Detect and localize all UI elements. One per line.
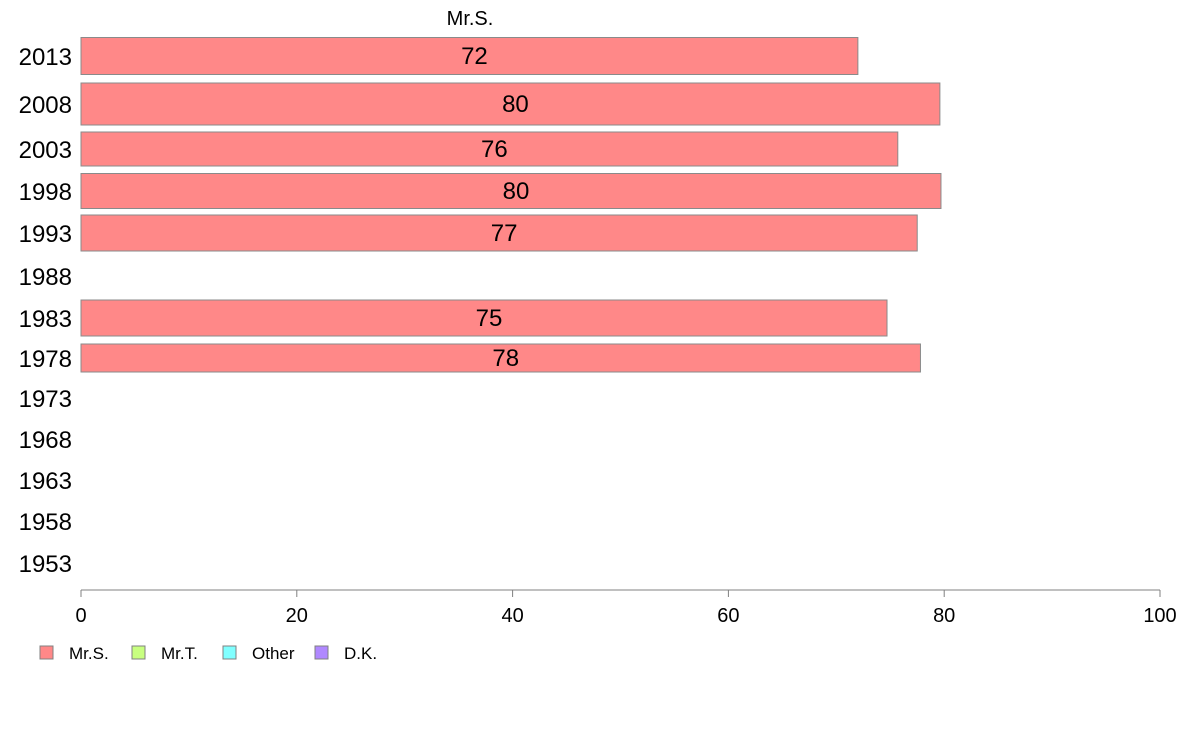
legend-label: Mr.T. — [161, 644, 198, 663]
x-tick-label: 0 — [75, 605, 86, 627]
year-label-1988: 1988 — [19, 264, 72, 291]
data-label-1978: 78 — [492, 345, 519, 372]
year-label-1958: 1958 — [19, 509, 72, 536]
bar-1993 — [80, 214, 918, 252]
x-tick-label: 40 — [501, 605, 523, 627]
legend-label: Mr.S. — [69, 644, 109, 663]
series-title: Mr.S. — [447, 8, 494, 30]
year-label-2008: 2008 — [19, 92, 72, 119]
x-axis: 0 20 40 60 80 100 — [75, 589, 1177, 627]
year-label-1953: 1953 — [19, 551, 72, 578]
data-label-1983: 75 — [476, 305, 503, 332]
data-label-2008: 80 — [502, 91, 529, 118]
year-label-1978: 1978 — [19, 346, 72, 373]
x-tick-label: 100 — [1143, 605, 1176, 627]
legend-label: Other — [252, 644, 295, 663]
legend-swatch — [39, 645, 54, 660]
bar-1978 — [80, 343, 921, 373]
data-label-2003: 76 — [481, 136, 508, 163]
bar-2008 — [80, 82, 941, 126]
year-label-1973: 1973 — [19, 386, 72, 413]
bar-2013 — [80, 37, 859, 75]
bars-group: 72 80 76 80 77 75 78 — [80, 37, 942, 373]
bar-2003 — [80, 131, 899, 167]
legend-label: D.K. — [344, 644, 377, 663]
data-label-1998: 80 — [503, 178, 530, 205]
bar-1998 — [80, 173, 942, 209]
year-label-2003: 2003 — [19, 137, 72, 164]
year-label-2013: 2013 — [19, 44, 72, 71]
x-tick-label: 60 — [717, 605, 739, 627]
year-label-1963: 1963 — [19, 468, 72, 495]
year-label-1993: 1993 — [19, 221, 72, 248]
data-label-2013: 72 — [461, 43, 488, 70]
year-label-1998: 1998 — [19, 179, 72, 206]
legend-swatch — [222, 645, 237, 660]
year-label-1983: 1983 — [19, 306, 72, 333]
year-label-1968: 1968 — [19, 427, 72, 454]
legend: Mr.S. Mr.T. Other D.K. — [39, 644, 377, 663]
x-tick-label: 80 — [933, 605, 955, 627]
year-labels-group: 2013 2008 2003 1998 1993 1988 1983 1978 1973 1968… — [19, 44, 72, 578]
data-label-1993: 77 — [491, 220, 518, 247]
x-tick-label: 20 — [286, 605, 308, 627]
legend-swatch — [131, 645, 146, 660]
legend-swatch — [314, 645, 329, 660]
bar-1983 — [80, 299, 888, 337]
